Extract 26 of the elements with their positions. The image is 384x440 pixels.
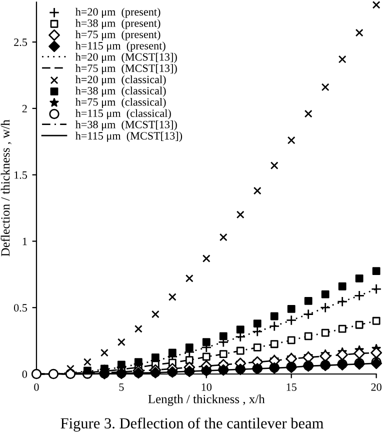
x-tick-label: 0 [34,383,39,391]
x-tick-label: 20 [371,383,382,391]
legend-label: h=38 μm (present) [75,19,160,30]
legend-label: h=20 μm (present) [75,8,160,18]
y-tick-label: 0.5 [14,304,28,312]
x-axis-title: Length / thickness , x/h [148,394,265,406]
y-tick-label: 0 [22,370,28,378]
legend-label: h=115 μm (classical) [75,109,171,120]
legend-label: h=115 μm (present) [75,42,166,52]
legend-label: h=38 μm (classical) [75,86,166,97]
legend-label: h=38 μm (MCST[13]) [75,120,177,131]
caption: Figure 3. Deflection of the cantilever beam [60,418,324,432]
legend-label: h=20 μm (MCST[13]) [75,52,177,63]
legend-label: h=75 μm (present) [75,30,160,40]
x-tick-label: 10 [202,383,212,391]
legend-label: h=75 μm (MCST[13]) [75,64,177,74]
legend-label: h=20 μm (classical) [75,75,166,86]
y-tick-label: 1.5 [14,171,28,179]
y-tick-label: 1 [22,238,27,246]
x-tick-label: 5 [119,383,124,391]
y-tick-label: 2.5 [14,38,28,46]
y-tick-label: 2 [22,104,27,112]
legend-label: h=115 μm (MCST[13]) [75,132,182,142]
y-axis-title: Deflection / thickness , w/h [0,120,12,256]
x-tick-label: 15 [286,383,296,391]
legend-label: h=75 μm (classical) [75,98,166,108]
